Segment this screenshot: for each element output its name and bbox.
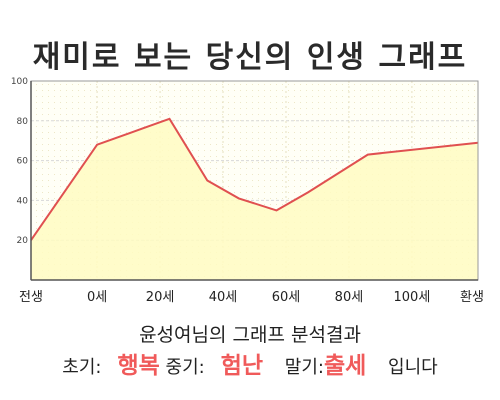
series-line: [30, 117, 479, 241]
early-label: 초기:: [62, 357, 102, 378]
x-tick-label: 60세: [272, 290, 301, 305]
middle-label: 중기:: [165, 357, 205, 378]
y-tick-label: 100: [11, 77, 28, 87]
x-tick-label: 80세: [335, 290, 364, 305]
analysis-result: 초기: 행복 중기: 험난 말기:출세 입니다: [0, 346, 500, 380]
result-ending: 입니다: [388, 357, 438, 378]
x-tick-label: 100세: [394, 290, 431, 305]
y-tick-labels: 20 40 60 80 100: [11, 77, 28, 246]
x-tick-label: 환생: [460, 290, 484, 305]
early-value: 행복: [117, 353, 160, 379]
x-tick-labels: 전생 0세 20세 40세 60세 80세 100세 환생: [19, 290, 484, 305]
late-value: 출세: [323, 353, 367, 379]
y-tick-label: 60: [17, 157, 29, 167]
y-tick-label: 20: [17, 236, 29, 246]
middle-value: 험난: [220, 353, 264, 379]
page-title: 재미로 보는 당신의 인생 그래프: [32, 40, 468, 75]
y-tick-label: 80: [17, 117, 29, 127]
analysis-subtitle: 윤성여님의 그래프 분석결과: [139, 324, 361, 346]
area-fill: [31, 118, 478, 280]
x-tick-label: 전생: [19, 290, 43, 305]
late-label: 말기:: [284, 357, 324, 378]
y-tick-label: 40: [17, 196, 29, 206]
axes: [30, 80, 479, 281]
x-tick-label: 0세: [87, 290, 107, 305]
x-tick-label: 40세: [209, 290, 238, 305]
x-tick-label: 20세: [146, 290, 175, 305]
